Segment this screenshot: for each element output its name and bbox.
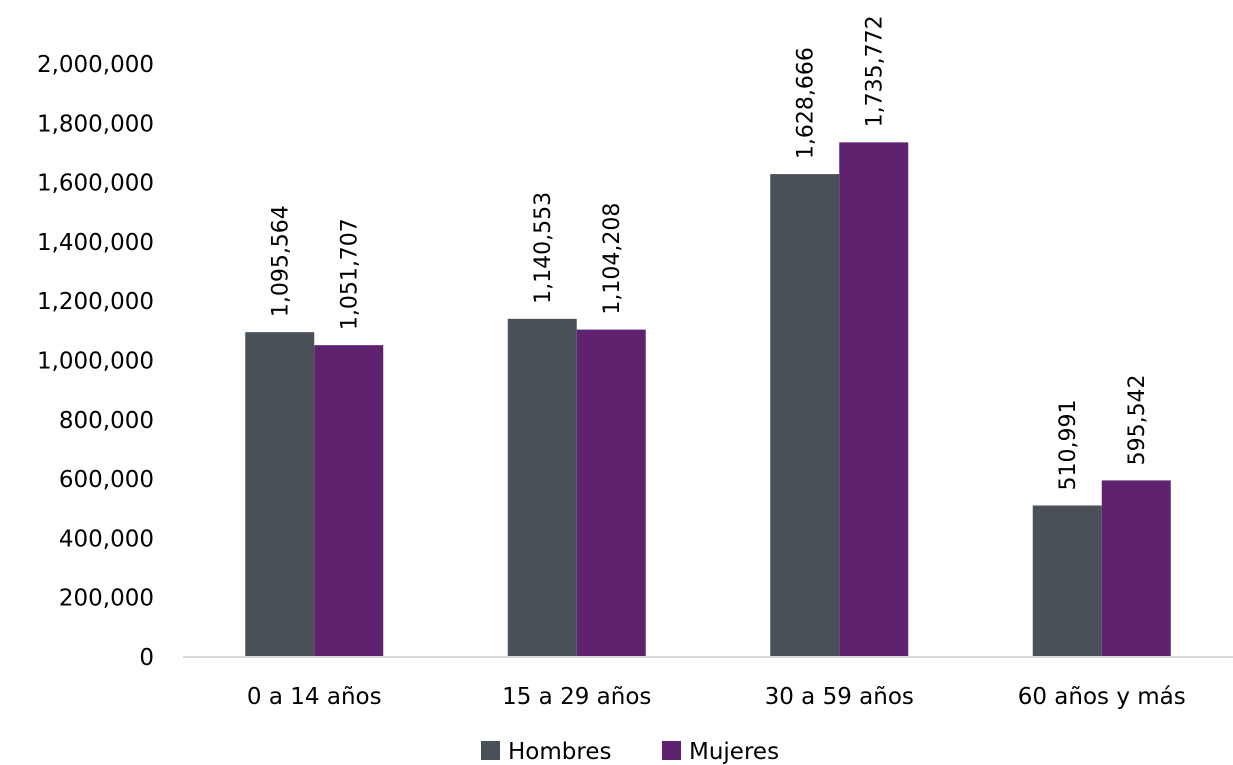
data-label: 1,628,666 [794, 47, 819, 159]
bar-mujeres-4 [1102, 480, 1171, 657]
data-label: 1,051,707 [338, 218, 363, 330]
y-tick-label: 1,200,000 [37, 289, 154, 315]
y-tick-label: 1,000,000 [37, 349, 154, 375]
y-axis: 0 200,000 400,000 600,000 800,000 1,000,000 1,… [37, 52, 154, 671]
y-tick-label: 0 [139, 645, 154, 671]
bar-hombres-4 [1033, 505, 1102, 657]
bar-mujeres-2 [577, 330, 646, 657]
data-label: 1,095,564 [269, 205, 294, 317]
y-tick-label: 2,000,000 [37, 52, 154, 78]
data-label: 1,104,208 [600, 203, 625, 315]
x-axis: 0 a 14 años 15 a 29 años 30 a 59 años 60 añ… [183, 657, 1233, 710]
x-tick-label: 0 a 14 años [247, 684, 382, 710]
legend-label-mujeres: Mujeres [689, 739, 779, 765]
legend-swatch-mujeres [662, 741, 681, 760]
data-label: 1,735,772 [863, 15, 888, 127]
bar-hombres-3 [770, 174, 839, 657]
data-labels-group: 1,095,564 1,051,707 1,140,553 1,104,208 1,62… [269, 15, 1151, 490]
bar-hombres-2 [508, 319, 577, 657]
x-tick-label: 60 años y más [1018, 684, 1186, 710]
bar-mujeres-3 [839, 142, 908, 657]
y-tick-label: 400,000 [59, 526, 154, 552]
y-tick-label: 1,800,000 [37, 111, 154, 137]
bars-group [245, 142, 1171, 657]
y-tick-label: 200,000 [59, 586, 154, 612]
bar-mujeres-1 [314, 345, 383, 657]
data-label: 1,140,553 [531, 192, 556, 304]
bar-hombres-1 [245, 332, 314, 657]
legend-swatch-hombres [481, 741, 500, 760]
y-tick-label: 1,400,000 [37, 230, 154, 256]
data-label: 595,542 [1125, 374, 1150, 465]
data-label: 510,991 [1056, 400, 1081, 491]
x-tick-label: 30 a 59 años [765, 684, 914, 710]
legend: Hombres Mujeres [481, 739, 779, 765]
legend-label-hombres: Hombres [508, 739, 611, 765]
y-tick-label: 600,000 [59, 467, 154, 493]
y-tick-label: 1,600,000 [37, 171, 154, 197]
x-tick-label: 15 a 29 años [502, 684, 651, 710]
y-tick-label: 800,000 [59, 408, 154, 434]
